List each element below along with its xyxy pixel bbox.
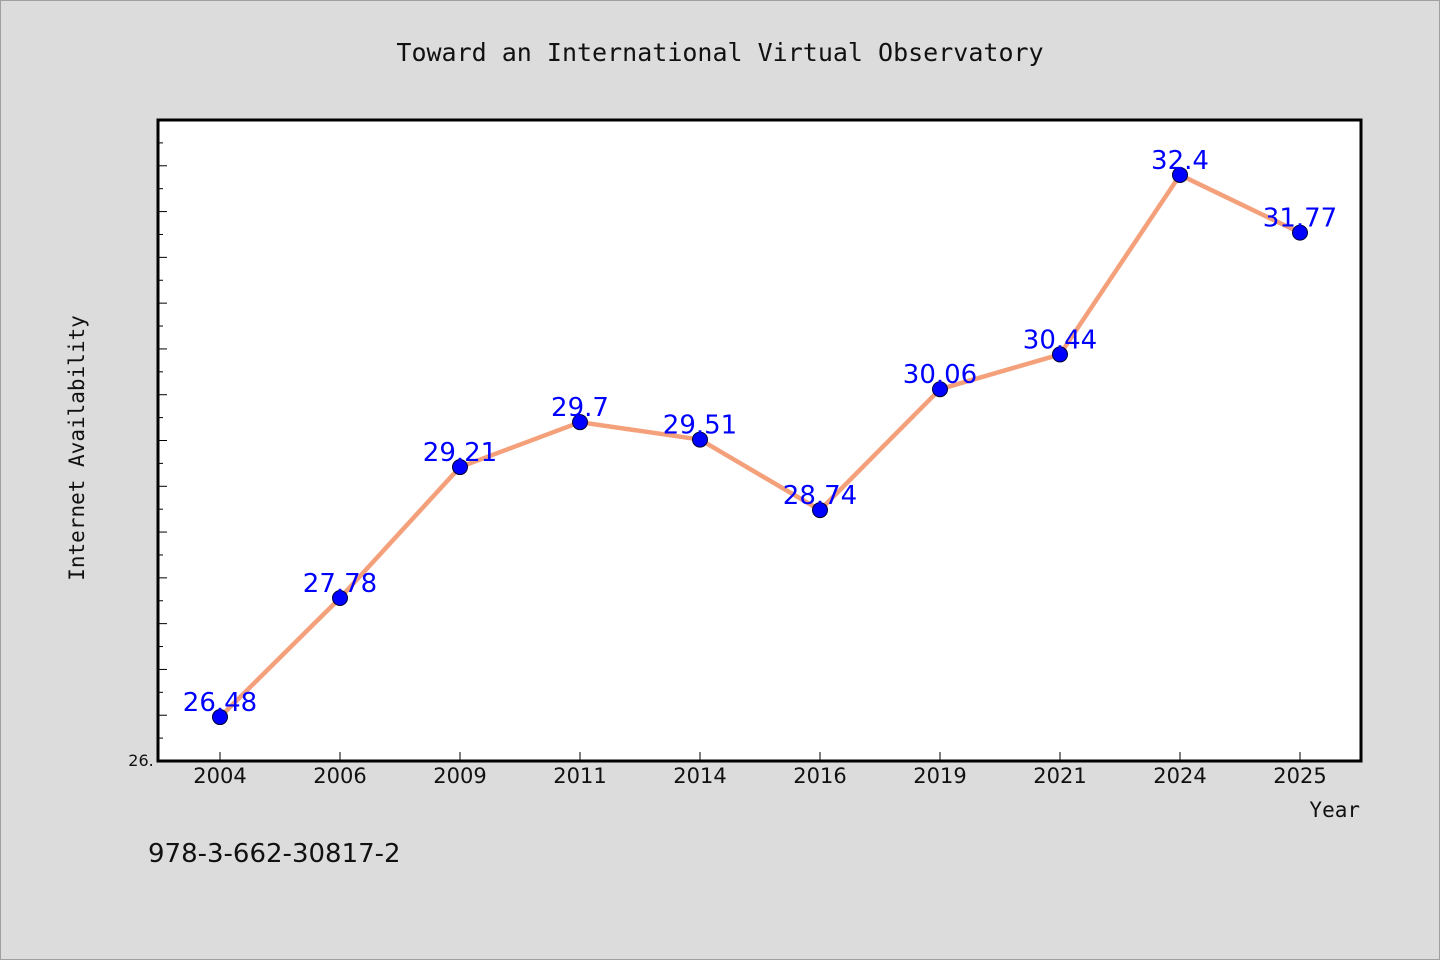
data-label: 28.74 [783,481,857,511]
x-axis-ticks [219,752,1301,761]
data-label: 29.51 [663,411,737,441]
data-label: 30.06 [903,360,977,390]
x-tick-label: 2011 [553,764,606,788]
x-tick-label: 2014 [673,764,726,788]
data-label: 29.7 [551,393,609,423]
series-line-group [217,172,1303,720]
data-label: 32.4 [1151,146,1209,176]
plot-area [156,118,1363,763]
data-point [1292,224,1308,241]
x-tick-label: 2019 [913,764,966,788]
data-point [332,590,348,607]
data-label: 27.78 [303,569,377,599]
data-point [572,414,588,431]
x-tick-label: 2016 [793,764,846,788]
data-point [812,502,828,519]
isbn-annotation: 978-3-662-30817-2 [148,839,401,869]
data-point [1052,346,1068,363]
x-tick-labels: 2004 2006 2009 2011 2014 2016 2019 2021 2024 2025 [193,764,1326,788]
data-labels: 26.48 27.78 29.21 29.7 29.51 28.74 30.06 30.44 3… [183,146,1337,718]
data-label: 29.21 [423,438,497,468]
data-label: 30.44 [1023,325,1097,355]
data-point [692,431,708,448]
x-tick-label: 2009 [433,764,486,788]
data-point [932,381,948,398]
x-tick-label: 2021 [1033,764,1086,788]
x-tick-label: 2024 [1153,764,1206,788]
data-point [212,709,228,726]
x-tick-label: 2004 [193,764,246,788]
data-label: 26.48 [183,688,257,718]
x-axis-label: Year [1309,798,1360,822]
data-point [452,459,468,476]
x-tick-label: 2006 [313,764,366,788]
series-line [217,172,1303,720]
y-axis-label: Internet Availability [65,315,89,581]
y-axis-ticks [158,119,167,762]
data-markers [212,166,1308,726]
x-tick-label: 2025 [1273,764,1326,788]
data-label: 31.77 [1263,204,1337,234]
chart-title: Toward an International Virtual Observat… [396,38,1043,67]
y-tick-label: 26. [128,751,153,770]
data-point [1172,166,1188,183]
